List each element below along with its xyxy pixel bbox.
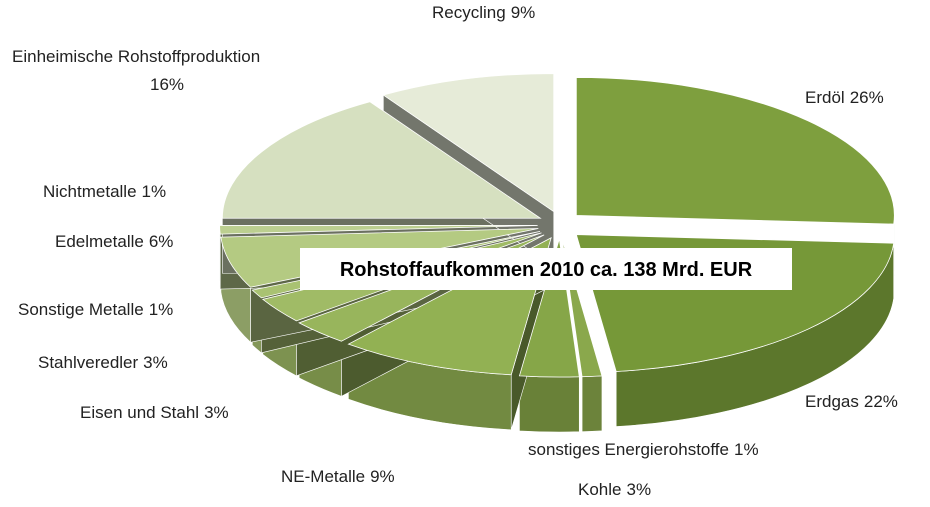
- value-label: 3%: [143, 353, 168, 372]
- value-label: 3%: [626, 480, 651, 499]
- chart-title: Rohstoffaufkommen 2010 ca. 138 Mrd. EUR: [340, 259, 753, 281]
- category-label: Stahlveredler: [38, 353, 139, 372]
- category-label: Sonstige Metalle: [18, 300, 144, 319]
- slice-label: Stahlveredler 3%: [38, 353, 168, 372]
- category-label: sonstiges Energierohstoffe: [528, 440, 729, 459]
- slice-side: [519, 375, 580, 433]
- slice-side: [581, 375, 603, 432]
- category-label: Recycling: [432, 3, 506, 22]
- slice-label: Erdöl 26%: [805, 88, 884, 107]
- category-label: Kohle: [578, 480, 621, 499]
- slice-label: Eisen und Stahl 3%: [80, 403, 229, 422]
- slice-label: NE-Metalle 9%: [281, 467, 395, 486]
- category-label: Edelmetalle: [55, 232, 144, 251]
- slice-label: Edelmetalle 6%: [55, 232, 173, 251]
- category-label: Einheimische Rohstoffproduktion: [12, 47, 260, 66]
- title-box: [300, 248, 792, 290]
- category-label: Erdgas: [805, 392, 859, 411]
- slice: [575, 77, 895, 225]
- category-label: Eisen und Stahl: [80, 403, 199, 422]
- slice: [382, 73, 555, 213]
- value-label: 26%: [850, 88, 884, 107]
- slice-label: Sonstige Metalle 1%: [18, 300, 173, 319]
- slice-label: Kohle 3%: [578, 480, 651, 499]
- category-label: NE-Metalle: [281, 467, 365, 486]
- value-label: 9%: [511, 3, 536, 22]
- slice-label: Nichtmetalle 1%: [43, 182, 166, 201]
- slice-label: Erdgas 22%: [805, 392, 898, 411]
- value-label: 16%: [150, 75, 184, 94]
- slice: [221, 101, 542, 219]
- value-label: 1%: [142, 182, 167, 201]
- slice: [219, 225, 538, 235]
- category-label: Nichtmetalle: [43, 182, 137, 201]
- slice: [518, 238, 580, 378]
- value-label: 22%: [864, 392, 898, 411]
- value-label: 9%: [370, 467, 395, 486]
- category-label: Erdöl: [805, 88, 845, 107]
- value-label: 3%: [204, 403, 229, 422]
- value-label: 1%: [734, 440, 759, 459]
- slice-label: Recycling 9%: [432, 3, 535, 22]
- value-label: 6%: [149, 232, 174, 251]
- slice-label: sonstiges Energierohstoffe 1%: [528, 440, 759, 459]
- value-label: 1%: [149, 300, 174, 319]
- slice-label: Einheimische Rohstoffproduktion 16%: [12, 47, 260, 94]
